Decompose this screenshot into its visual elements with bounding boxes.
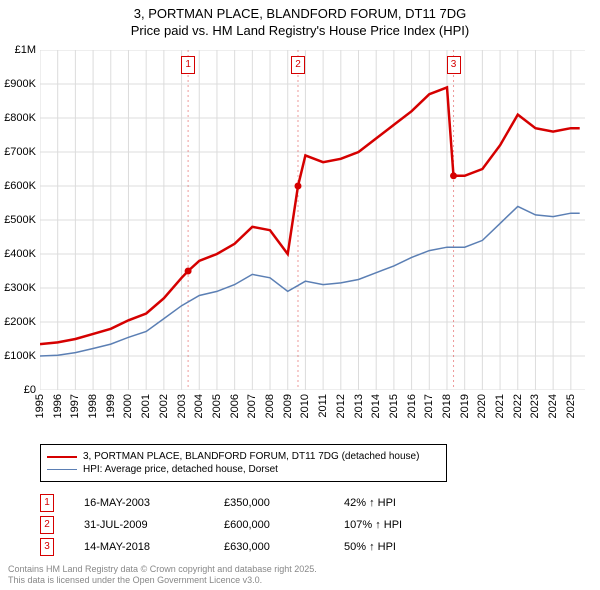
- legend: 3, PORTMAN PLACE, BLANDFORD FORUM, DT11 …: [40, 444, 447, 482]
- y-tick-label: £100K: [4, 350, 36, 362]
- x-tick-label: 1995: [34, 394, 46, 418]
- footer-line2: This data is licensed under the Open Gov…: [8, 575, 317, 586]
- event-number-box: 1: [40, 494, 54, 512]
- event-marker: 2: [291, 56, 305, 74]
- x-tick-label: 2021: [494, 394, 506, 418]
- event-date: 14-MAY-2018: [84, 541, 224, 553]
- event-number-box: 2: [40, 516, 54, 534]
- x-tick-label: 2002: [158, 394, 170, 418]
- title-line2: Price paid vs. HM Land Registry's House …: [0, 23, 600, 40]
- title-line1: 3, PORTMAN PLACE, BLANDFORD FORUM, DT11 …: [0, 6, 600, 23]
- x-tick-label: 1996: [52, 394, 64, 418]
- x-tick-label: 2000: [122, 394, 134, 418]
- x-tick-label: 2005: [211, 394, 223, 418]
- event-number-box: 3: [40, 538, 54, 556]
- x-tick-label: 2024: [547, 394, 559, 418]
- x-tick-label: 2004: [193, 394, 205, 418]
- x-tick-label: 2018: [441, 394, 453, 418]
- x-tick-label: 2003: [176, 394, 188, 418]
- event-pct: 50% ↑ HPI: [344, 541, 396, 553]
- event-date: 16-MAY-2003: [84, 497, 224, 509]
- event-row: 3 14-MAY-2018£630,00050% ↑ HPI: [40, 538, 585, 556]
- event-marker: 3: [447, 56, 461, 74]
- event-price: £350,000: [224, 497, 344, 509]
- footer-line1: Contains HM Land Registry data © Crown c…: [8, 564, 317, 575]
- x-tick-label: 2019: [459, 394, 471, 418]
- event-row: 1 16-MAY-2003£350,00042% ↑ HPI: [40, 494, 585, 512]
- x-tick-label: 2013: [353, 394, 365, 418]
- y-tick-label: £800K: [4, 112, 36, 124]
- x-tick-label: 2015: [388, 394, 400, 418]
- x-tick-label: 2020: [476, 394, 488, 418]
- y-axis: £0£100K£200K£300K£400K£500K£600K£700K£80…: [0, 50, 40, 390]
- legend-row-2: HPI: Average price, detached house, Dors…: [47, 464, 440, 475]
- event-row: 2 31-JUL-2009£600,000107% ↑ HPI: [40, 516, 585, 534]
- chart-title: 3, PORTMAN PLACE, BLANDFORD FORUM, DT11 …: [0, 0, 600, 40]
- legend-label-2: HPI: Average price, detached house, Dors…: [83, 464, 278, 475]
- y-tick-label: £900K: [4, 78, 36, 90]
- y-tick-label: £600K: [4, 180, 36, 192]
- legend-swatch-2: [47, 469, 77, 470]
- x-tick-label: 2006: [229, 394, 241, 418]
- x-tick-label: 1999: [105, 394, 117, 418]
- legend-label-1: 3, PORTMAN PLACE, BLANDFORD FORUM, DT11 …: [83, 451, 419, 462]
- y-tick-label: £500K: [4, 214, 36, 226]
- x-tick-label: 2023: [529, 394, 541, 418]
- event-marker: 1: [181, 56, 195, 74]
- legend-swatch-1: [47, 456, 77, 458]
- event-price: £630,000: [224, 541, 344, 553]
- event-pct: 107% ↑ HPI: [344, 519, 402, 531]
- x-tick-label: 2001: [140, 394, 152, 418]
- y-tick-label: £400K: [4, 248, 36, 260]
- x-tick-label: 2014: [370, 394, 382, 418]
- x-tick-label: 2009: [282, 394, 294, 418]
- plot-svg: [40, 50, 585, 390]
- x-tick-label: 2022: [512, 394, 524, 418]
- plot-area: 1 2 3: [40, 50, 585, 390]
- legend-row-1: 3, PORTMAN PLACE, BLANDFORD FORUM, DT11 …: [47, 451, 440, 462]
- events-table: 1 16-MAY-2003£350,00042% ↑ HPI 2 31-JUL-200…: [40, 490, 585, 560]
- y-tick-label: £300K: [4, 282, 36, 294]
- y-tick-label: £1M: [15, 44, 36, 56]
- x-tick-label: 1998: [87, 394, 99, 418]
- footer: Contains HM Land Registry data © Crown c…: [8, 564, 317, 586]
- event-pct: 42% ↑ HPI: [344, 497, 396, 509]
- y-tick-label: £200K: [4, 316, 36, 328]
- x-tick-label: 2016: [406, 394, 418, 418]
- x-axis: 1995199619971998199920002001200220032004…: [40, 390, 585, 440]
- y-tick-label: £700K: [4, 146, 36, 158]
- chart-container: 3, PORTMAN PLACE, BLANDFORD FORUM, DT11 …: [0, 0, 600, 590]
- x-tick-label: 2008: [264, 394, 276, 418]
- event-price: £600,000: [224, 519, 344, 531]
- x-tick-label: 2017: [423, 394, 435, 418]
- x-tick-label: 2007: [246, 394, 258, 418]
- x-tick-label: 2010: [299, 394, 311, 418]
- x-tick-label: 1997: [69, 394, 81, 418]
- x-tick-label: 2011: [317, 394, 329, 418]
- x-tick-label: 2025: [565, 394, 577, 418]
- event-date: 31-JUL-2009: [84, 519, 224, 531]
- x-tick-label: 2012: [335, 394, 347, 418]
